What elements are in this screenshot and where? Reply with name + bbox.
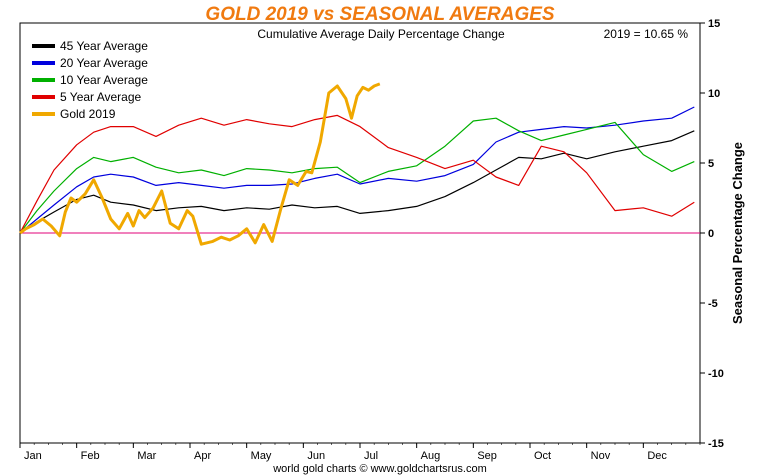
x-tick-label-feb: Feb: [81, 450, 100, 462]
x-tick-label-oct: Oct: [534, 450, 551, 462]
legend-label: 5 Year Average: [60, 90, 142, 104]
y-tick-label: -15: [708, 438, 724, 450]
series-line-10-year-average: [19, 117, 695, 234]
series-line-gold-2019: [19, 82, 381, 246]
chart-subtitle: Cumulative Average Daily Percentage Chan…: [257, 27, 505, 41]
x-tick-label-sep: Sep: [477, 450, 497, 462]
x-tick-label-may: May: [251, 450, 272, 462]
y-tick-label: 0: [708, 228, 714, 240]
legend-label: Gold 2019: [60, 107, 116, 121]
y-tick-label: 10: [708, 88, 720, 100]
chart-title: GOLD 2019 vs SEASONAL AVERAGES: [205, 4, 554, 25]
x-tick-label-nov: Nov: [591, 450, 611, 462]
x-tick-label-apr: Apr: [194, 450, 211, 462]
legend-label: 20 Year Average: [60, 56, 148, 70]
series-line-45-year-average: [19, 130, 695, 234]
y-tick-label: -10: [708, 368, 724, 380]
annotation-2019: 2019 = 10.65 %: [604, 27, 689, 41]
x-tick-label-jun: Jun: [307, 450, 325, 462]
x-tick-label-mar: Mar: [137, 450, 156, 462]
x-tick-label-aug: Aug: [421, 450, 441, 462]
y-tick-label: 15: [708, 18, 720, 30]
x-tick-label-dec: Dec: [647, 450, 667, 462]
legend-label: 10 Year Average: [60, 73, 148, 87]
y-tick-label: 5: [708, 158, 714, 170]
footer-credit: world gold charts © www.goldchartsrus.co…: [272, 463, 487, 475]
x-tick-label-jan: Jan: [24, 450, 42, 462]
x-tick-label-jul: Jul: [364, 450, 378, 462]
series-line-5-year-average: [19, 114, 695, 234]
y-axis-label: Seasonal Percentage Change: [730, 142, 745, 324]
y-tick-label: -5: [708, 298, 718, 310]
series-line-20-year-average: [19, 106, 695, 234]
legend-label: 45 Year Average: [60, 39, 148, 53]
